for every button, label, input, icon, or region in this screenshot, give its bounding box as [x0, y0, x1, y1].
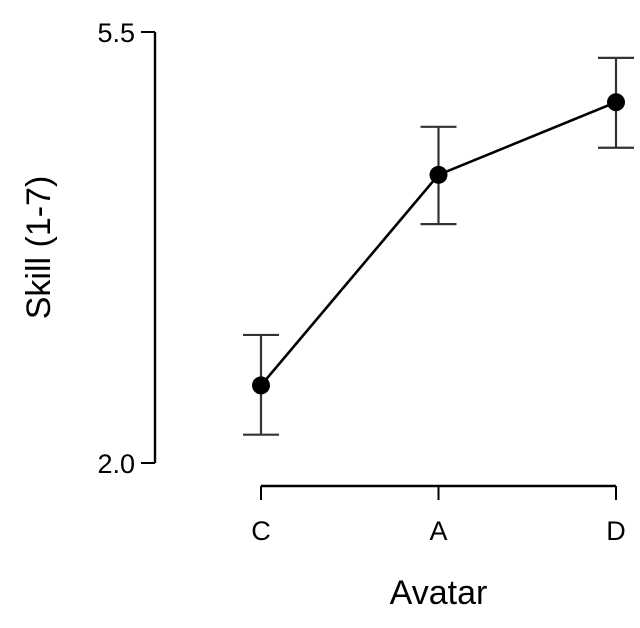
data-point: [252, 376, 270, 395]
y-axis-title: Skill (1-7): [20, 176, 58, 320]
error-bars: [243, 56, 634, 436]
data-points: [252, 93, 625, 395]
x-axis-title: Avatar: [390, 574, 488, 612]
x-tick-label: C: [251, 516, 271, 546]
y-tick-label: 2.0: [97, 449, 135, 479]
y-tick-label: 5.5: [97, 18, 135, 48]
x-tick-label: D: [606, 516, 626, 546]
data-point: [607, 93, 625, 112]
y-ticks: 2.0 5.5: [97, 18, 155, 479]
y-axis: 2.0 5.5: [97, 18, 157, 479]
x-tick-label: A: [429, 516, 447, 546]
data-point: [429, 165, 448, 184]
